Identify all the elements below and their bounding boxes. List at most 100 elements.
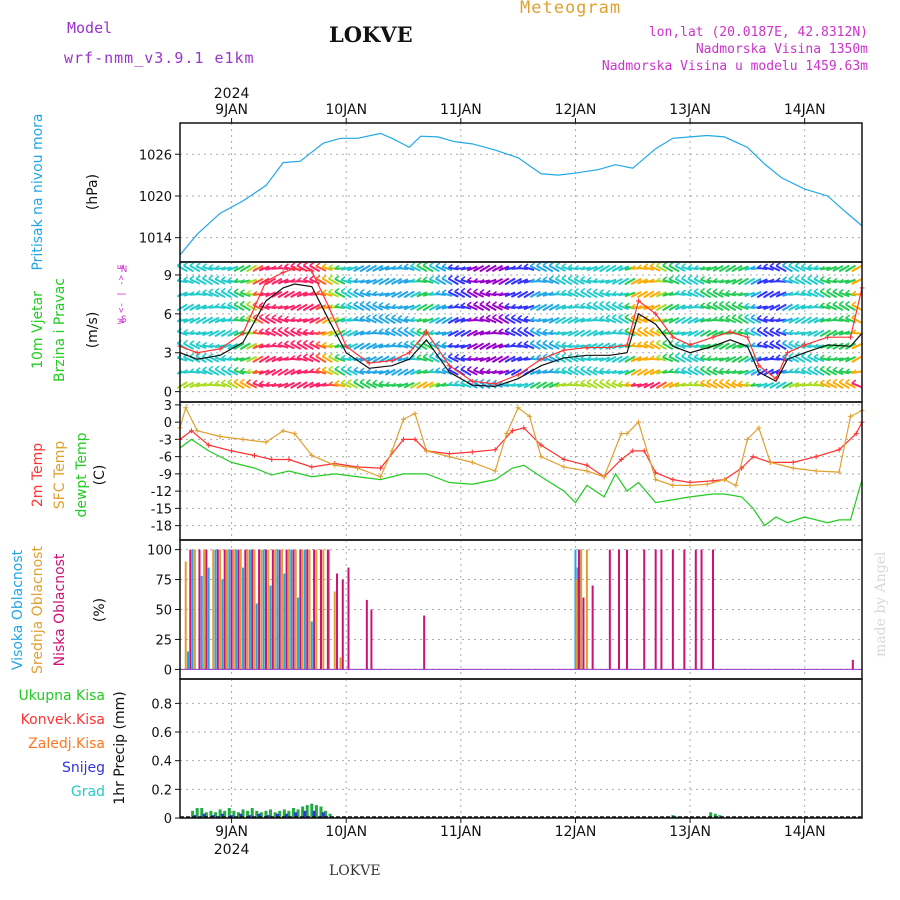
wind-arrow-head	[441, 305, 447, 310]
wind-arrow-head	[378, 328, 384, 333]
wind-arrow-head	[466, 317, 472, 322]
wind-arrow	[378, 316, 390, 325]
wind-arrow-head	[466, 332, 472, 337]
wind-arrow	[775, 264, 787, 273]
wind-arrow	[586, 381, 598, 389]
wind-arrow-head	[246, 314, 252, 319]
wind-arrow-head	[208, 264, 214, 269]
wind-arrow-head	[321, 274, 327, 280]
wind-arrow-head	[328, 288, 334, 293]
wind-arrow-head	[681, 382, 687, 387]
wind-arrow	[637, 317, 648, 324]
wind-arrow-head	[574, 275, 579, 280]
wind-arrow-head	[819, 332, 825, 337]
wind-arrow-head	[586, 355, 592, 360]
wind-arrow-head	[258, 313, 264, 318]
wind-arrow	[258, 316, 270, 325]
wind-arrow	[662, 264, 674, 273]
wind-arrow-head	[800, 274, 806, 280]
precip-ukupna-kisa-bar	[209, 810, 213, 818]
precip-snijeg-bar	[239, 813, 243, 818]
wind-arrow-head	[655, 384, 661, 389]
cloud-niska-oblacnost-bar	[654, 549, 657, 670]
wind-arrow-head	[202, 274, 207, 280]
wind-arrow-head	[574, 332, 579, 337]
wind-arrow	[246, 381, 258, 389]
wind-arrow-head	[712, 378, 718, 383]
wind-arrow	[832, 303, 844, 311]
wind-arrow	[448, 383, 459, 387]
wind-arrow	[643, 266, 655, 271]
wind-arrow-head	[183, 328, 189, 334]
wind-arrow	[794, 369, 806, 375]
wind-arrow-head	[580, 276, 586, 281]
wind-arrow	[359, 317, 371, 323]
wind-arrow-head	[813, 275, 819, 280]
wind-arrow-head	[605, 378, 611, 384]
wind-arrow-head	[586, 301, 592, 306]
wind-arrow	[662, 342, 674, 351]
wind-arrow	[794, 265, 806, 272]
wind-arrow	[227, 304, 239, 311]
pressure-axis-unit: (hPa)	[85, 174, 101, 210]
wind-arrow	[851, 331, 862, 335]
wind-arrow	[460, 304, 472, 310]
wind-arrow	[536, 342, 548, 351]
wind-arrow-head	[233, 356, 239, 361]
wind-arrow-head	[347, 317, 352, 322]
wind-arrow-head	[290, 278, 296, 283]
wind-arrow-head	[681, 305, 687, 310]
wind-arrow-head	[832, 277, 838, 283]
wind-arrow-head	[315, 383, 321, 388]
wind-arrow-head	[788, 383, 794, 389]
wind-arrow-head	[555, 330, 560, 335]
wind-arrow-head	[429, 306, 434, 311]
wind-arrow	[183, 264, 195, 273]
wind-arrow-head	[195, 275, 201, 280]
wind-arrow	[195, 369, 207, 375]
wind-arrow	[650, 357, 661, 361]
wind-arrow-head	[712, 301, 718, 306]
wind-arrow-head	[725, 358, 731, 363]
wind-arrow	[189, 370, 201, 374]
model-elevation-label: Nadmorska Visina u modelu 1459.63m	[601, 59, 868, 74]
wind-arrow-head	[296, 277, 302, 282]
pressure-axis-title: Pritisak na nivou mora	[30, 113, 46, 270]
wind-arrow	[586, 290, 598, 299]
wind-arrow-head	[687, 288, 693, 293]
wind-arrow	[485, 303, 497, 312]
wind-arrow-head	[838, 267, 844, 272]
wind-arrow-head	[668, 275, 674, 280]
wind-arrow-head	[561, 382, 567, 387]
wind-arrow-head	[599, 267, 605, 273]
wind-arrow-head	[510, 265, 516, 270]
wind-arrow-head	[706, 332, 712, 337]
wind-arrow-head	[775, 327, 781, 332]
wind-arrow-head	[422, 353, 428, 358]
wind-arrow	[668, 355, 680, 363]
cloud-niska-oblacnost-bar	[660, 549, 663, 670]
wind-arrow	[794, 277, 806, 286]
wind-arrow	[202, 291, 213, 297]
wind-arrow-head	[372, 329, 378, 334]
wind-arrow	[776, 279, 787, 283]
wind-arrow-head	[429, 329, 434, 334]
wind-arrow-head	[693, 275, 699, 280]
wind-arrow	[605, 303, 617, 312]
wind-arrow-head	[202, 319, 207, 324]
wind-arrow-head	[454, 365, 460, 370]
wind-arrow-head	[214, 332, 220, 337]
wind-arrow-head	[630, 265, 636, 270]
wind-arrow	[252, 382, 264, 388]
wind-arrow-head	[775, 354, 781, 359]
wind-arrow-head	[378, 301, 384, 307]
wind-arrow-head	[567, 332, 573, 337]
wind-arrow	[605, 381, 617, 389]
wind-arrow-head	[498, 291, 504, 297]
cloud-niska-oblacnost-bar	[306, 549, 309, 670]
wind-arrow-head	[592, 331, 598, 337]
wind-arrow	[441, 265, 453, 272]
wind-arrow	[447, 291, 459, 298]
precip-snijeg-bar	[202, 813, 206, 818]
wind-arrow-head	[397, 264, 403, 269]
